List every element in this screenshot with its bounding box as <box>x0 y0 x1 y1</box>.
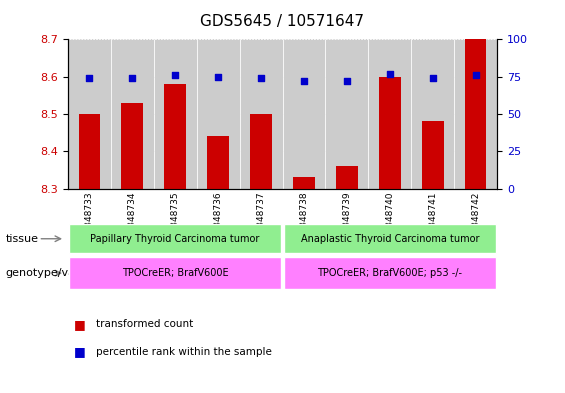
FancyBboxPatch shape <box>111 39 154 189</box>
Point <box>128 75 137 81</box>
FancyBboxPatch shape <box>411 39 454 189</box>
Bar <box>379 77 401 189</box>
Text: Papillary Thyroid Carcinoma tumor: Papillary Thyroid Carcinoma tumor <box>90 234 260 244</box>
Text: TPOCreER; BrafV600E: TPOCreER; BrafV600E <box>122 268 228 278</box>
Text: GSM1348737: GSM1348737 <box>257 192 266 252</box>
FancyBboxPatch shape <box>68 39 111 189</box>
Point <box>299 78 308 84</box>
Text: GSM1348739: GSM1348739 <box>342 192 351 252</box>
Text: genotype/variation: genotype/variation <box>6 268 112 278</box>
Text: tissue: tissue <box>6 234 38 244</box>
FancyBboxPatch shape <box>197 39 240 189</box>
Text: GSM1348741: GSM1348741 <box>428 192 437 252</box>
Text: ■: ■ <box>73 318 85 331</box>
Text: TPOCreER; BrafV600E; p53 -/-: TPOCreER; BrafV600E; p53 -/- <box>318 268 462 278</box>
FancyBboxPatch shape <box>454 39 497 189</box>
Point <box>257 75 266 81</box>
Point <box>214 73 223 80</box>
Text: GSM1348734: GSM1348734 <box>128 192 137 252</box>
Point <box>428 75 437 81</box>
FancyBboxPatch shape <box>154 39 197 189</box>
Bar <box>422 121 444 189</box>
Point <box>471 72 480 78</box>
Bar <box>207 136 229 189</box>
Bar <box>121 103 143 189</box>
Text: transformed count: transformed count <box>96 319 193 329</box>
Text: ■: ■ <box>73 345 85 358</box>
Text: Anaplastic Thyroid Carcinoma tumor: Anaplastic Thyroid Carcinoma tumor <box>301 234 479 244</box>
Text: GSM1348740: GSM1348740 <box>385 192 394 252</box>
Bar <box>79 114 100 189</box>
FancyBboxPatch shape <box>282 39 325 189</box>
Text: GDS5645 / 10571647: GDS5645 / 10571647 <box>201 14 364 29</box>
Bar <box>250 114 272 189</box>
FancyBboxPatch shape <box>325 39 368 189</box>
Text: GSM1348742: GSM1348742 <box>471 192 480 252</box>
Point <box>342 78 351 84</box>
Bar <box>465 39 486 189</box>
Text: GSM1348735: GSM1348735 <box>171 192 180 252</box>
Text: percentile rank within the sample: percentile rank within the sample <box>96 347 272 357</box>
Text: GSM1348736: GSM1348736 <box>214 192 223 252</box>
Bar <box>336 166 358 189</box>
Point <box>385 70 394 77</box>
Point <box>85 75 94 81</box>
Text: GSM1348738: GSM1348738 <box>299 192 308 252</box>
Text: GSM1348733: GSM1348733 <box>85 192 94 252</box>
FancyBboxPatch shape <box>240 39 282 189</box>
Bar <box>293 178 315 189</box>
Point <box>171 72 180 78</box>
FancyBboxPatch shape <box>368 39 411 189</box>
Bar <box>164 84 186 189</box>
